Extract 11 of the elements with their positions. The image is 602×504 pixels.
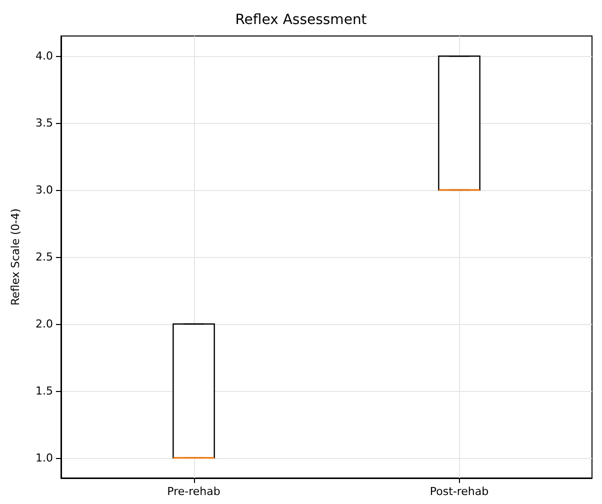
y-tick-label: 1.0	[36, 451, 53, 464]
y-tick-label: 2.0	[36, 317, 53, 330]
chart-title: Reflex Assessment	[235, 12, 368, 28]
y-tick-label: 3.0	[36, 184, 53, 197]
x-tick-label: Pre-rehab	[167, 485, 220, 498]
y-axis-title: Reflex Scale (0-4)	[9, 208, 22, 306]
y-tick-label: 4.0	[36, 50, 53, 63]
y-tick-label: 2.5	[36, 250, 53, 264]
y-tick-label: 3.5	[36, 116, 53, 130]
x-tick-label: Post-rehab	[430, 485, 489, 498]
y-tick-label: 1.5	[36, 384, 53, 398]
